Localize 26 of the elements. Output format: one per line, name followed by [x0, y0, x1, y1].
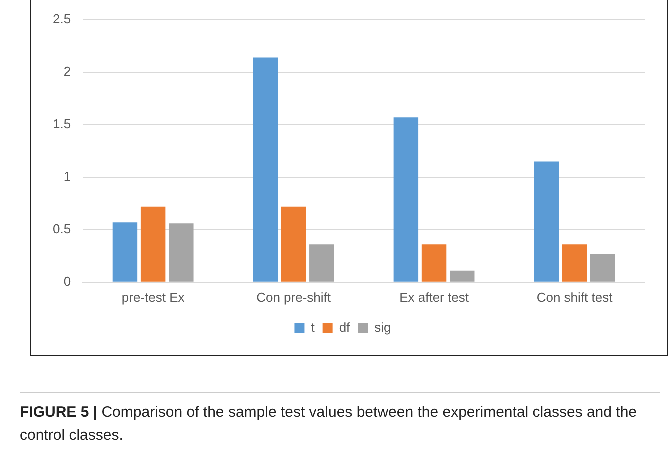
- bar: [281, 206, 306, 282]
- bar: [450, 270, 475, 282]
- y-tick-label: 1.5: [52, 116, 72, 132]
- y-tick-label: 0.5: [52, 222, 72, 236]
- caption: FIGURE 5 | Comparison of the sample test values between the experimental classes and the control classes.: [20, 403, 638, 446]
- legend-label: t: [311, 320, 316, 336]
- x-tick-label: Con shift test: [536, 290, 614, 305]
- bar: [562, 244, 588, 282]
- legend-label: df: [339, 320, 351, 336]
- y-tick-label: 1: [64, 169, 72, 184]
- y-tick-label: 2: [64, 64, 72, 80]
- bar: [590, 254, 616, 282]
- bar: [534, 162, 560, 282]
- bar: [394, 118, 419, 282]
- x-tick-label: Ex after test: [400, 290, 470, 305]
- bar: [140, 206, 166, 282]
- y-tick-label: 0: [64, 274, 72, 289]
- bar: [112, 222, 138, 282]
- bar: [169, 224, 194, 282]
- x-tick-label: Con pre-shift: [256, 290, 332, 305]
- bar: [422, 244, 447, 282]
- bar: [310, 244, 334, 282]
- x-tick-label: pre-test Ex: [122, 290, 186, 305]
- legend-label: sig: [374, 320, 392, 336]
- y-tick-label: 2.5: [52, 12, 72, 27]
- bar: [253, 58, 278, 282]
